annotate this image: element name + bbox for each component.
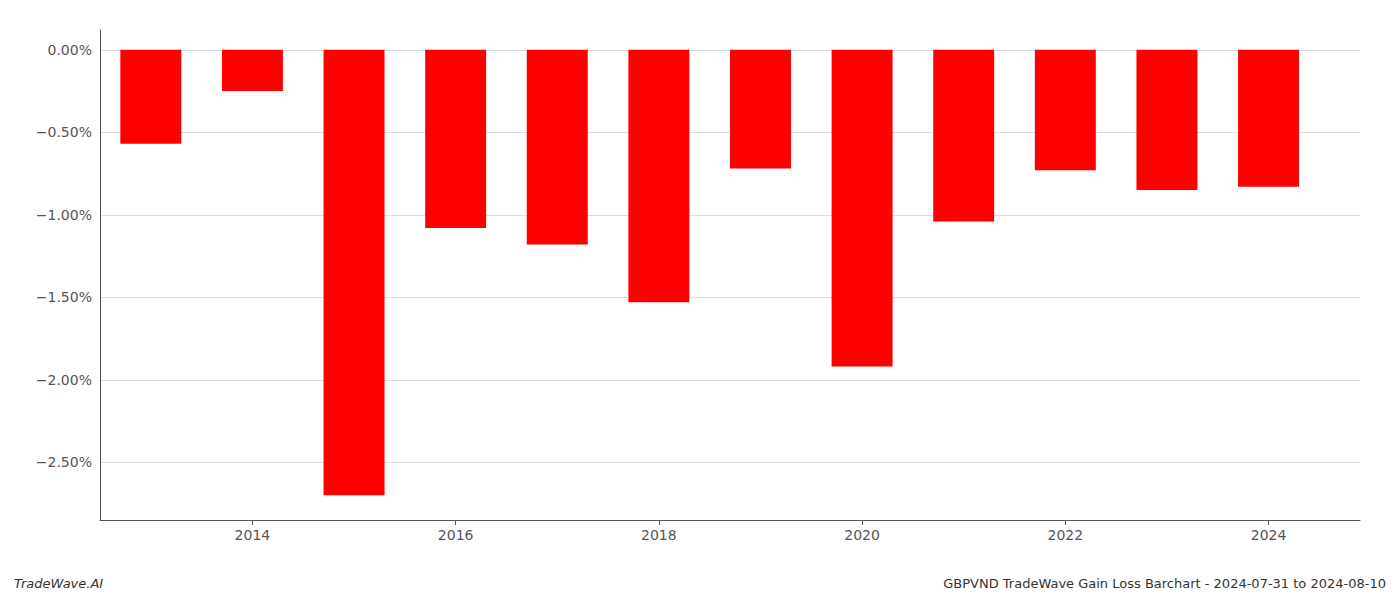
svg-text:GBPVND TradeWave Gain Loss Bar: GBPVND TradeWave Gain Loss Barchart - 20…	[943, 576, 1386, 591]
svg-text:−2.50%: −2.50%	[36, 454, 92, 470]
svg-text:0.00%: 0.00%	[48, 42, 92, 58]
svg-text:−1.50%: −1.50%	[36, 289, 92, 305]
svg-text:−0.50%: −0.50%	[36, 124, 92, 140]
svg-text:2016: 2016	[438, 527, 474, 543]
svg-text:2022: 2022	[1048, 527, 1084, 543]
svg-text:−1.00%: −1.00%	[36, 207, 92, 223]
svg-text:2020: 2020	[844, 527, 880, 543]
svg-text:−2.00%: −2.00%	[36, 372, 92, 388]
svg-text:2024: 2024	[1251, 527, 1287, 543]
svg-text:TradeWave.AI: TradeWave.AI	[14, 576, 103, 591]
svg-text:2014: 2014	[235, 527, 271, 543]
svg-text:2018: 2018	[641, 527, 677, 543]
